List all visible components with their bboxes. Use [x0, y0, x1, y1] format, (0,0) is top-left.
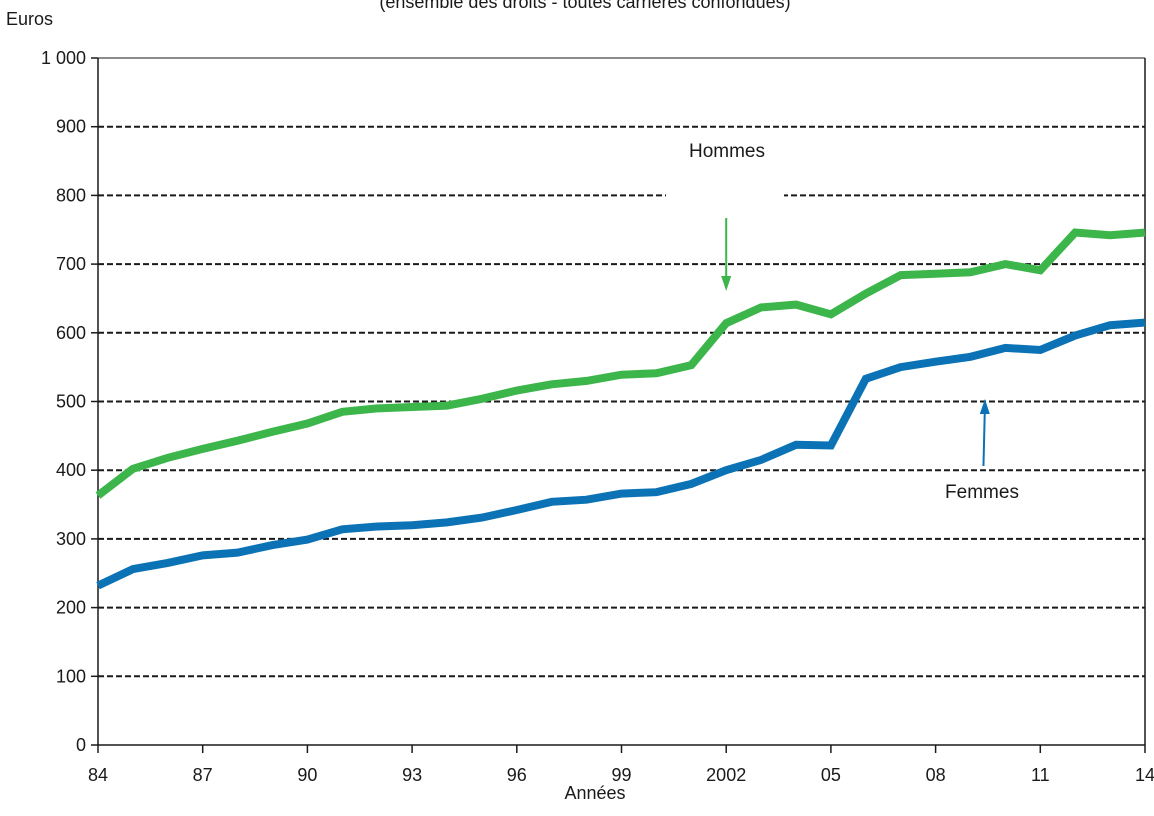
y-tick-label: 500 — [56, 392, 86, 412]
y-tick-label: 300 — [56, 529, 86, 549]
series-lines — [95, 228, 1146, 590]
y-tick-label: 600 — [56, 323, 86, 343]
femmes-arrow-head-icon — [979, 399, 990, 414]
chart-subtitle: (ensemble des droits - toutes carrières … — [379, 0, 790, 12]
y-tick-label: 400 — [56, 460, 86, 480]
x-tick-label: 90 — [297, 765, 317, 785]
x-tick-label: 05 — [821, 765, 841, 785]
y-tick-label: 800 — [56, 185, 86, 205]
series-line-femmes — [96, 318, 1146, 590]
x-tick-label: 99 — [611, 765, 631, 785]
hommes-arrow-head-icon — [721, 276, 732, 291]
y-axis-title: Euros — [6, 9, 53, 29]
y-axis-ticks: 0 100 200 300 400 500 600 700 800 900 1 000 — [41, 48, 98, 755]
annotations: Hommes Femmes — [666, 141, 1019, 503]
series-line-hommes — [95, 228, 1146, 499]
x-tick-label: 08 — [926, 765, 946, 785]
y-tick-label: 200 — [56, 598, 86, 618]
annotation-femmes: Femmes — [945, 482, 1019, 503]
femmes-arrow — [982, 411, 986, 467]
y-tick-label: 1 000 — [41, 48, 86, 68]
x-tick-label: 87 — [193, 765, 213, 785]
y-tick-label: 900 — [56, 117, 86, 137]
annotation-hommes: Hommes — [689, 141, 765, 162]
x-tick-label: 2002 — [706, 765, 746, 785]
x-tick-label: 11 — [1031, 765, 1050, 785]
x-tick-label: 93 — [402, 765, 422, 785]
y-tick-label: 100 — [56, 666, 86, 686]
x-tick-label: 14 — [1135, 765, 1154, 785]
grid-lines — [98, 125, 1145, 678]
y-tick-label: 0 — [76, 735, 86, 755]
x-axis-ticks: 84 87 90 93 96 99 2002 05 08 11 14 — [88, 745, 1154, 785]
y-tick-label: 700 — [56, 254, 86, 274]
x-axis-title: Années — [564, 783, 625, 803]
x-tick-label: 96 — [507, 765, 527, 785]
hommes-label-gap — [666, 185, 784, 205]
x-tick-label: 84 — [88, 765, 108, 785]
